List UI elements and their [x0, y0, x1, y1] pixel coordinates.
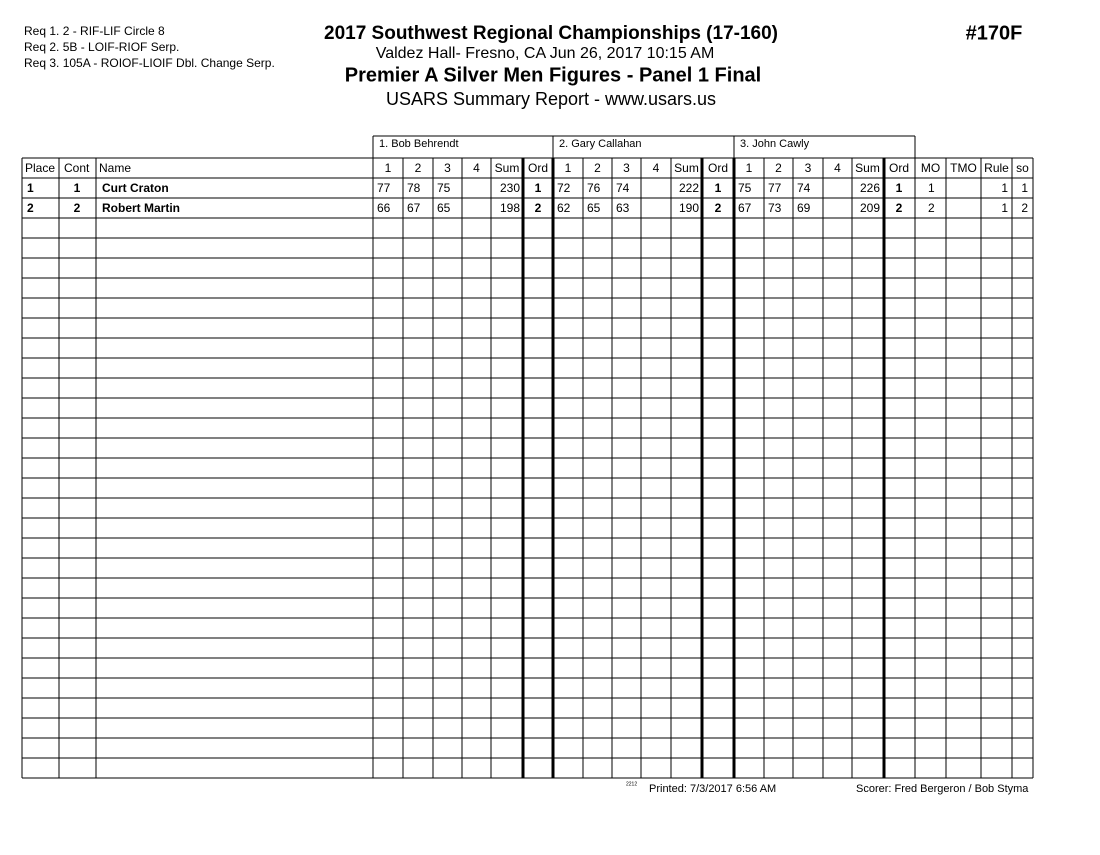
score: 67	[407, 201, 421, 215]
ordinal: 2	[715, 201, 722, 215]
score: 72	[557, 181, 571, 195]
column-header: 3	[805, 161, 812, 175]
column-header: Sum	[495, 161, 520, 175]
skater-name: Robert Martin	[102, 201, 180, 215]
place: 1	[27, 181, 34, 195]
requirement: Req 1. 2 - RIF-LIF Circle 8	[24, 24, 165, 38]
requirement: Req 3. 105A - ROIOF-LIOIF Dbl. Change Se…	[24, 56, 275, 70]
column-header: 1	[565, 161, 572, 175]
column-header: 4	[834, 161, 841, 175]
sum: 209	[860, 201, 880, 215]
ordinal: 1	[535, 181, 542, 195]
place: 2	[27, 201, 34, 215]
score: 65	[587, 201, 601, 215]
so: 1	[1021, 181, 1028, 195]
column-header: MO	[921, 161, 940, 175]
score: 77	[768, 181, 782, 195]
column-header: 4	[653, 161, 660, 175]
mo: 2	[928, 201, 935, 215]
score: 67	[738, 201, 752, 215]
printed: Printed: 7/3/2017 6:56 AM	[649, 783, 776, 795]
column-header: Name	[99, 161, 131, 175]
column-header: 2	[775, 161, 782, 175]
score: 69	[797, 201, 811, 215]
column-header: Cont	[64, 161, 90, 175]
venue: Valdez Hall- Fresno, CA Jun 26, 2017 10:…	[376, 45, 715, 62]
score: 77	[377, 181, 391, 195]
cont: 2	[74, 201, 81, 215]
ordinal: 1	[896, 181, 903, 195]
column-header: TMO	[950, 161, 977, 175]
title: 2017 Southwest Regional Championships (1…	[324, 23, 778, 44]
score: 63	[616, 201, 630, 215]
so: 2	[1021, 201, 1028, 215]
column-header: Ord	[889, 161, 909, 175]
column-header: 3	[444, 161, 451, 175]
score: 74	[616, 181, 630, 195]
footer-code: 2212	[626, 781, 637, 787]
score: 75	[437, 181, 451, 195]
column-header: so	[1016, 161, 1029, 175]
sum: 190	[679, 201, 699, 215]
column-header: 1	[385, 161, 392, 175]
score: 62	[557, 201, 571, 215]
column-header: 3	[623, 161, 630, 175]
column-header: Ord	[528, 161, 548, 175]
ordinal: 2	[535, 201, 542, 215]
column-header: 4	[473, 161, 480, 175]
column-header: 1	[746, 161, 753, 175]
mo: 1	[928, 181, 935, 195]
rule: 1	[1001, 181, 1008, 195]
sum: 198	[500, 201, 520, 215]
judge-name: 1. Bob Behrendt	[379, 138, 459, 150]
score: 78	[407, 181, 421, 195]
ordinal: 1	[715, 181, 722, 195]
column-header: 2	[415, 161, 422, 175]
judge-name: 3. John Cawly	[740, 138, 810, 150]
column-header: 2	[594, 161, 601, 175]
column-header: Sum	[674, 161, 699, 175]
score: 73	[768, 201, 782, 215]
score: 74	[797, 181, 811, 195]
column-header: Sum	[855, 161, 880, 175]
score: 76	[587, 181, 601, 195]
score: 65	[437, 201, 451, 215]
sum: 222	[679, 181, 699, 195]
column-header: Rule	[984, 161, 1009, 175]
column-header: Place	[25, 161, 55, 175]
score: 66	[377, 201, 391, 215]
event: Premier A Silver Men Figures - Panel 1 F…	[345, 64, 761, 86]
score: 75	[738, 181, 752, 195]
sum: 230	[500, 181, 520, 195]
subtitle: USARS Summary Report - www.usars.us	[386, 89, 716, 109]
column-header: Ord	[708, 161, 728, 175]
ordinal: 2	[896, 201, 903, 215]
requirement: Req 2. 5B - LOIF-RIOF Serp.	[24, 40, 179, 54]
sum: 226	[860, 181, 880, 195]
judge-name: 2. Gary Callahan	[559, 138, 642, 150]
scorer: Scorer: Fred Bergeron / Bob Styma	[856, 783, 1029, 795]
cont: 1	[74, 181, 81, 195]
skater-name: Curt Craton	[102, 181, 169, 195]
event-number: #170F	[966, 22, 1023, 44]
rule: 1	[1001, 201, 1008, 215]
